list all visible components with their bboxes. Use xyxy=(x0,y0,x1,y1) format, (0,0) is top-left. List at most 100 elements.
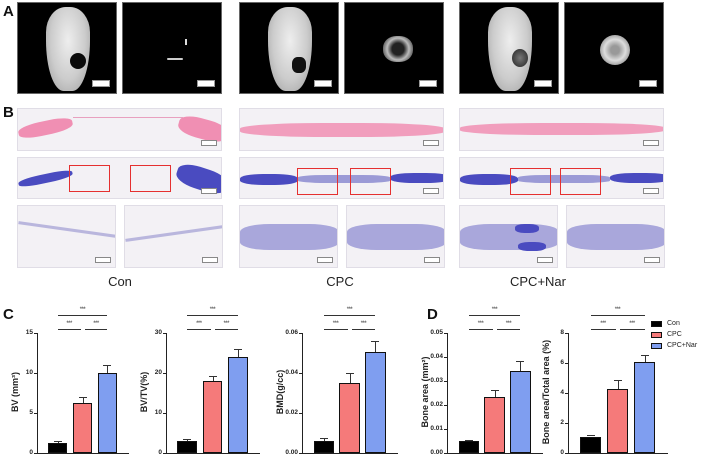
error-bar xyxy=(375,341,377,352)
y-tick-label: 0.06 xyxy=(285,329,298,336)
error-bar xyxy=(82,397,84,403)
y-tick-label: 0.02 xyxy=(285,409,298,416)
bar-con xyxy=(177,440,197,453)
panel-label-c: C xyxy=(3,306,14,323)
y-tick-mark xyxy=(565,363,568,364)
scale-bar xyxy=(643,188,659,194)
error-cap xyxy=(371,341,380,342)
error-cap xyxy=(183,438,192,440)
masson-stain-image-1 xyxy=(239,157,444,199)
defect-hole xyxy=(292,57,306,73)
bar-cpc xyxy=(339,383,360,453)
ct-skull-image-2 xyxy=(459,2,559,94)
error-cap xyxy=(103,365,112,366)
significance-line xyxy=(187,315,238,316)
y-tick-mark xyxy=(565,423,568,424)
significance-stars: *** xyxy=(614,307,621,313)
ct-defect-image-0 xyxy=(122,2,222,94)
zoom-image-0-1 xyxy=(124,205,223,268)
bone-tissue xyxy=(610,173,663,183)
bone-tissue xyxy=(460,123,663,135)
significance-stars: *** xyxy=(209,307,216,313)
y-tick-label: 15 xyxy=(25,329,33,336)
y-tick-label: 0.02 xyxy=(430,401,443,408)
y-tick-label: 4 xyxy=(560,389,564,396)
y-axis-label: BMD(g/cc) xyxy=(275,369,285,415)
roi-box-0 xyxy=(69,165,110,192)
y-tick-label: 0.05 xyxy=(430,329,443,336)
bone-tissue xyxy=(240,174,298,185)
significance-line xyxy=(187,329,211,330)
scale-bar xyxy=(423,188,439,194)
bone-tissue xyxy=(518,242,546,251)
panel-label-a: A xyxy=(3,3,14,20)
bar-cpc-nar xyxy=(228,357,248,453)
x-axis xyxy=(302,453,398,454)
significance-stars: *** xyxy=(505,321,512,327)
scale-bar xyxy=(92,80,110,87)
skull-shape xyxy=(488,7,532,91)
y-tick-label: 0 xyxy=(158,449,162,456)
significance-line xyxy=(57,315,108,316)
error-bar xyxy=(494,389,496,398)
bone-tissue xyxy=(18,168,74,189)
y-tick-label: 0.01 xyxy=(430,425,443,432)
error-cap xyxy=(53,441,62,443)
y-axis-label: Bone area (mm²) xyxy=(420,356,430,428)
masson-stain-image-2 xyxy=(459,157,664,199)
y-tick-mark xyxy=(163,413,166,414)
significance-line xyxy=(496,329,521,330)
scale-bar xyxy=(201,188,217,194)
he-stain-image-1 xyxy=(239,108,444,151)
bar-cpc xyxy=(72,402,93,453)
y-axis xyxy=(37,333,38,453)
legend-item-cpc: CPC xyxy=(651,329,697,340)
skull-shape xyxy=(46,7,90,91)
error-cap xyxy=(613,380,622,382)
zoom-image-2-1 xyxy=(566,205,665,268)
y-axis xyxy=(302,333,303,453)
significance-stars: *** xyxy=(66,321,72,327)
y-axis-label: Bone area/Total area (%) xyxy=(541,339,551,445)
significance-stars: *** xyxy=(477,321,484,327)
error-cap xyxy=(345,373,354,374)
significance-stars: *** xyxy=(79,307,86,313)
y-tick-mark xyxy=(444,333,447,334)
significance-line xyxy=(590,315,645,316)
error-bar xyxy=(644,354,646,362)
legend-swatch xyxy=(651,320,662,327)
y-tick-label: 20 xyxy=(154,369,162,376)
y-axis-label: BV (mm³) xyxy=(10,372,20,412)
regenerated-bone xyxy=(185,39,187,45)
y-tick-mark xyxy=(299,333,302,334)
significance-stars: *** xyxy=(629,321,635,327)
error-cap xyxy=(78,397,87,398)
regenerated-bone xyxy=(600,35,630,65)
y-tick-label: 10 xyxy=(154,409,162,416)
bar-con xyxy=(313,441,334,453)
significance-stars: *** xyxy=(196,321,202,327)
scale-bar xyxy=(317,257,333,263)
ct-defect-image-1 xyxy=(344,2,444,94)
tissue xyxy=(240,224,337,250)
scale-bar xyxy=(201,140,217,146)
y-tick-mark xyxy=(444,429,447,430)
scale-bar xyxy=(537,257,553,263)
y-tick-label: 0 xyxy=(560,449,564,456)
error-cap xyxy=(640,354,649,356)
bar-cpc xyxy=(484,397,505,453)
error-cap xyxy=(319,438,328,440)
y-axis xyxy=(447,333,448,453)
bar-con xyxy=(48,442,68,453)
bone-tissue xyxy=(515,224,539,233)
bar-cpc xyxy=(607,388,628,453)
ct-defect-image-2 xyxy=(564,2,664,94)
soft-tissue xyxy=(125,225,222,242)
ct-skull-image-0 xyxy=(17,2,117,94)
error-bar xyxy=(237,349,239,357)
y-tick-mark xyxy=(34,413,37,414)
zoom-image-0-0 xyxy=(17,205,116,268)
scale-bar xyxy=(314,80,332,87)
y-axis-label: BV/TV(%) xyxy=(139,371,149,413)
panel-label-b: B xyxy=(3,104,14,121)
